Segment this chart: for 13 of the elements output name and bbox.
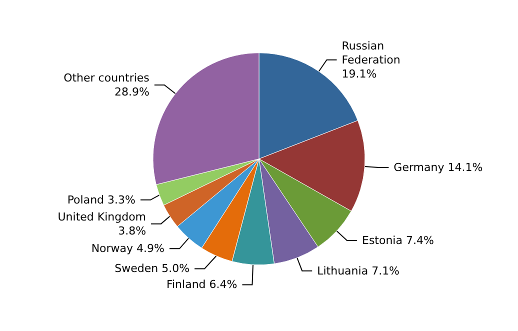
data-label: 3.8%: [118, 224, 146, 238]
data-label: 28.9%: [114, 86, 150, 99]
slice-label: Sweden 5.0%: [114, 262, 190, 276]
slice-label: Other countries: [64, 72, 150, 85]
slice-label: Finland 6.4%: [166, 278, 238, 292]
slice-label: Poland 3.3%: [67, 193, 136, 206]
slice-label: Russian Federation: [342, 39, 400, 66]
slice-label: United Kingdom: [58, 210, 146, 224]
data-label: 19.1%: [342, 67, 377, 80]
slice-label: Estonia 7.4%: [362, 234, 434, 247]
slice-label: Germany 14.1%: [394, 161, 483, 174]
slice-label: Norway 4.9%: [91, 242, 164, 256]
slice-label: Lithuania 7.1%: [317, 264, 400, 278]
